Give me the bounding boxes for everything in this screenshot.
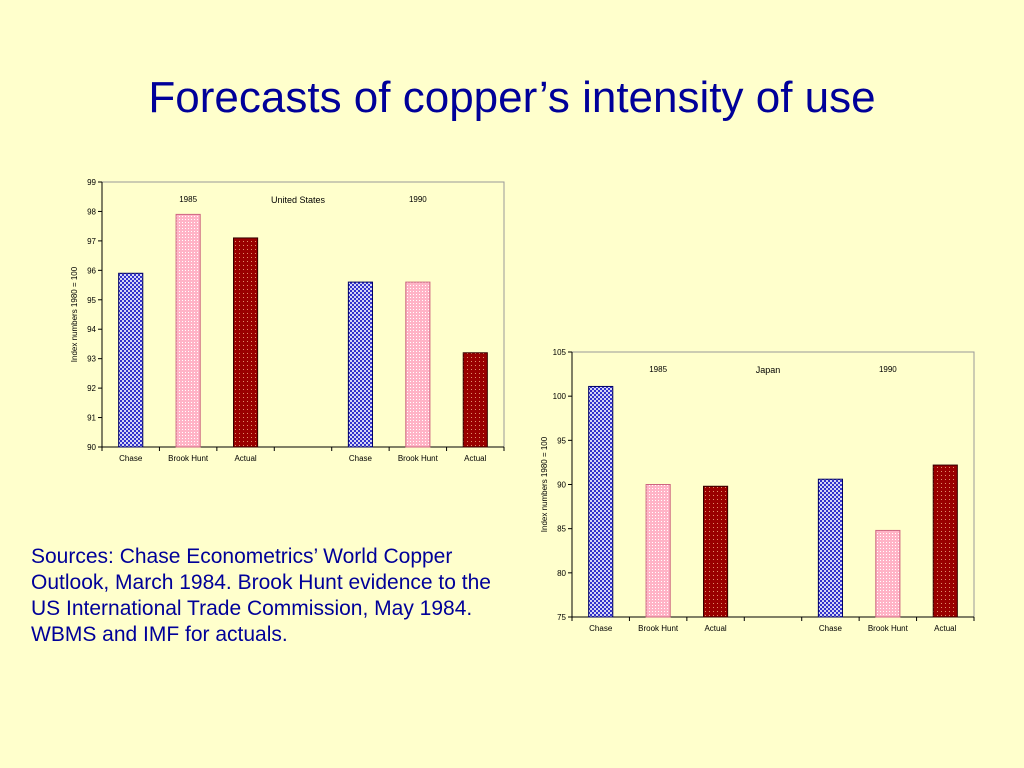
y-tick-label: 90 [87,443,96,452]
y-tick-label: 93 [87,355,96,364]
x-tick-label: Chase [119,454,143,463]
y-tick-label: 75 [557,613,566,622]
bar-chase-1985 [588,385,614,618]
y-tick-label: 85 [557,525,566,534]
bar-chase-1990 [347,281,373,448]
y-tick-label: 80 [557,569,566,578]
chart-svg: 75 80 85 90 95 100 105 Index numbers 1980 = 100… [532,338,982,640]
y-tick-label: 99 [87,178,96,187]
chart-title: United States [271,195,326,205]
bar-brook-hunt-1990 [405,281,431,448]
sources-note: Sources: Chase Econometrics’ World Coppe… [31,545,491,646]
chart-title: Japan [756,365,781,375]
bar-chase-1990 [817,478,843,618]
chart-japan: 75 80 85 90 95 100 105 Index numbers 1980 = 100… [532,338,982,640]
y-axis-label: Index numbers 1980 = 100 [70,266,79,362]
x-tick-label: Actual [704,624,726,633]
bar-actual-1990 [932,464,958,618]
y-tick-label: 91 [87,414,96,423]
bar-actual-1990 [462,352,488,448]
bar-brook-hunt-1990 [875,529,901,618]
y-tick-label: 105 [553,348,567,357]
group-label-1985: 1985 [649,365,667,374]
group-label-1990: 1990 [879,365,897,374]
x-tick-label: Chase [349,454,373,463]
group-label-1990: 1990 [409,195,427,204]
y-tick-label: 92 [87,384,96,393]
chart-svg: 90 91 92 93 94 95 96 97 98 99 Index numbers 1980 =… [62,168,512,470]
y-tick-label: 95 [557,436,566,445]
x-tick-label: Brook Hunt [868,624,909,633]
x-tick-label: Brook Hunt [168,454,209,463]
bar-actual-1985 [703,485,729,618]
x-tick-label: Brook Hunt [398,454,439,463]
bar-actual-1985 [233,237,259,448]
y-tick-label: 100 [553,392,567,401]
slide-title: Forecasts of copper’s intensity of use [148,73,876,122]
y-tick-label: 94 [87,325,96,334]
y-axis-label: Index numbers 1980 = 100 [540,436,549,532]
y-tick-label: 95 [87,296,96,305]
bar-chase-1985 [118,272,144,448]
y-tick-label: 97 [87,237,96,246]
x-tick-label: Brook Hunt [638,624,679,633]
x-tick-label: Chase [819,624,843,633]
x-tick-label: Chase [589,624,613,633]
x-tick-label: Actual [464,454,486,463]
y-tick-label: 90 [557,481,566,490]
bar-brook-hunt-1985 [645,484,671,618]
group-label-1985: 1985 [179,195,197,204]
x-tick-label: Actual [934,624,956,633]
chart-united-states: 90 91 92 93 94 95 96 97 98 99 Index numbers 1980 =… [62,168,512,470]
bar-brook-hunt-1985 [175,213,201,448]
y-tick-label: 98 [87,207,96,216]
y-tick-label: 96 [87,266,96,275]
x-tick-label: Actual [234,454,256,463]
